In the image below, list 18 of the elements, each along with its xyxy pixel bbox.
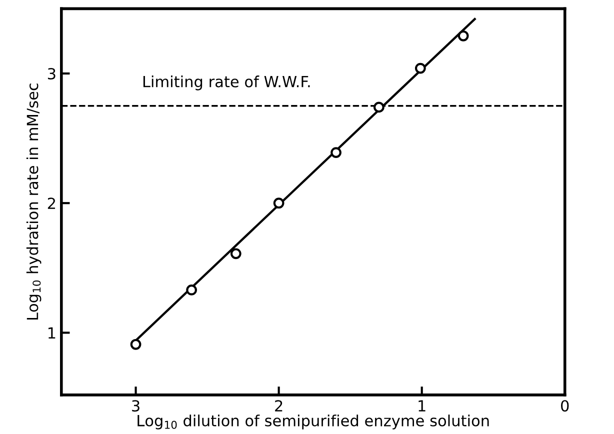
x-axis-title: Log$_{10}$ dilution of semipurified enzyme solution — [138, 414, 489, 430]
x-tick-label: 1 — [418, 400, 426, 412]
point — [273, 198, 284, 209]
y-tick-label: 1 — [48, 327, 56, 339]
point — [230, 248, 242, 260]
y-tick-label: 3 — [48, 68, 56, 80]
x-tick-label: 3 — [132, 400, 140, 412]
y-axis-title: Log$_{10}$ hydration rate in mM/sec — [26, 84, 42, 320]
point — [130, 338, 142, 350]
point — [458, 30, 469, 42]
x-tick-label: 0 — [561, 400, 569, 412]
point — [186, 284, 197, 296]
x-tick-label: 2 — [275, 400, 282, 412]
point — [414, 62, 426, 74]
point — [374, 102, 384, 113]
point — [330, 147, 342, 158]
y-tick-label: 2 — [48, 198, 56, 209]
ref-line-label: Limiting rate of W.W.F. — [143, 76, 310, 90]
